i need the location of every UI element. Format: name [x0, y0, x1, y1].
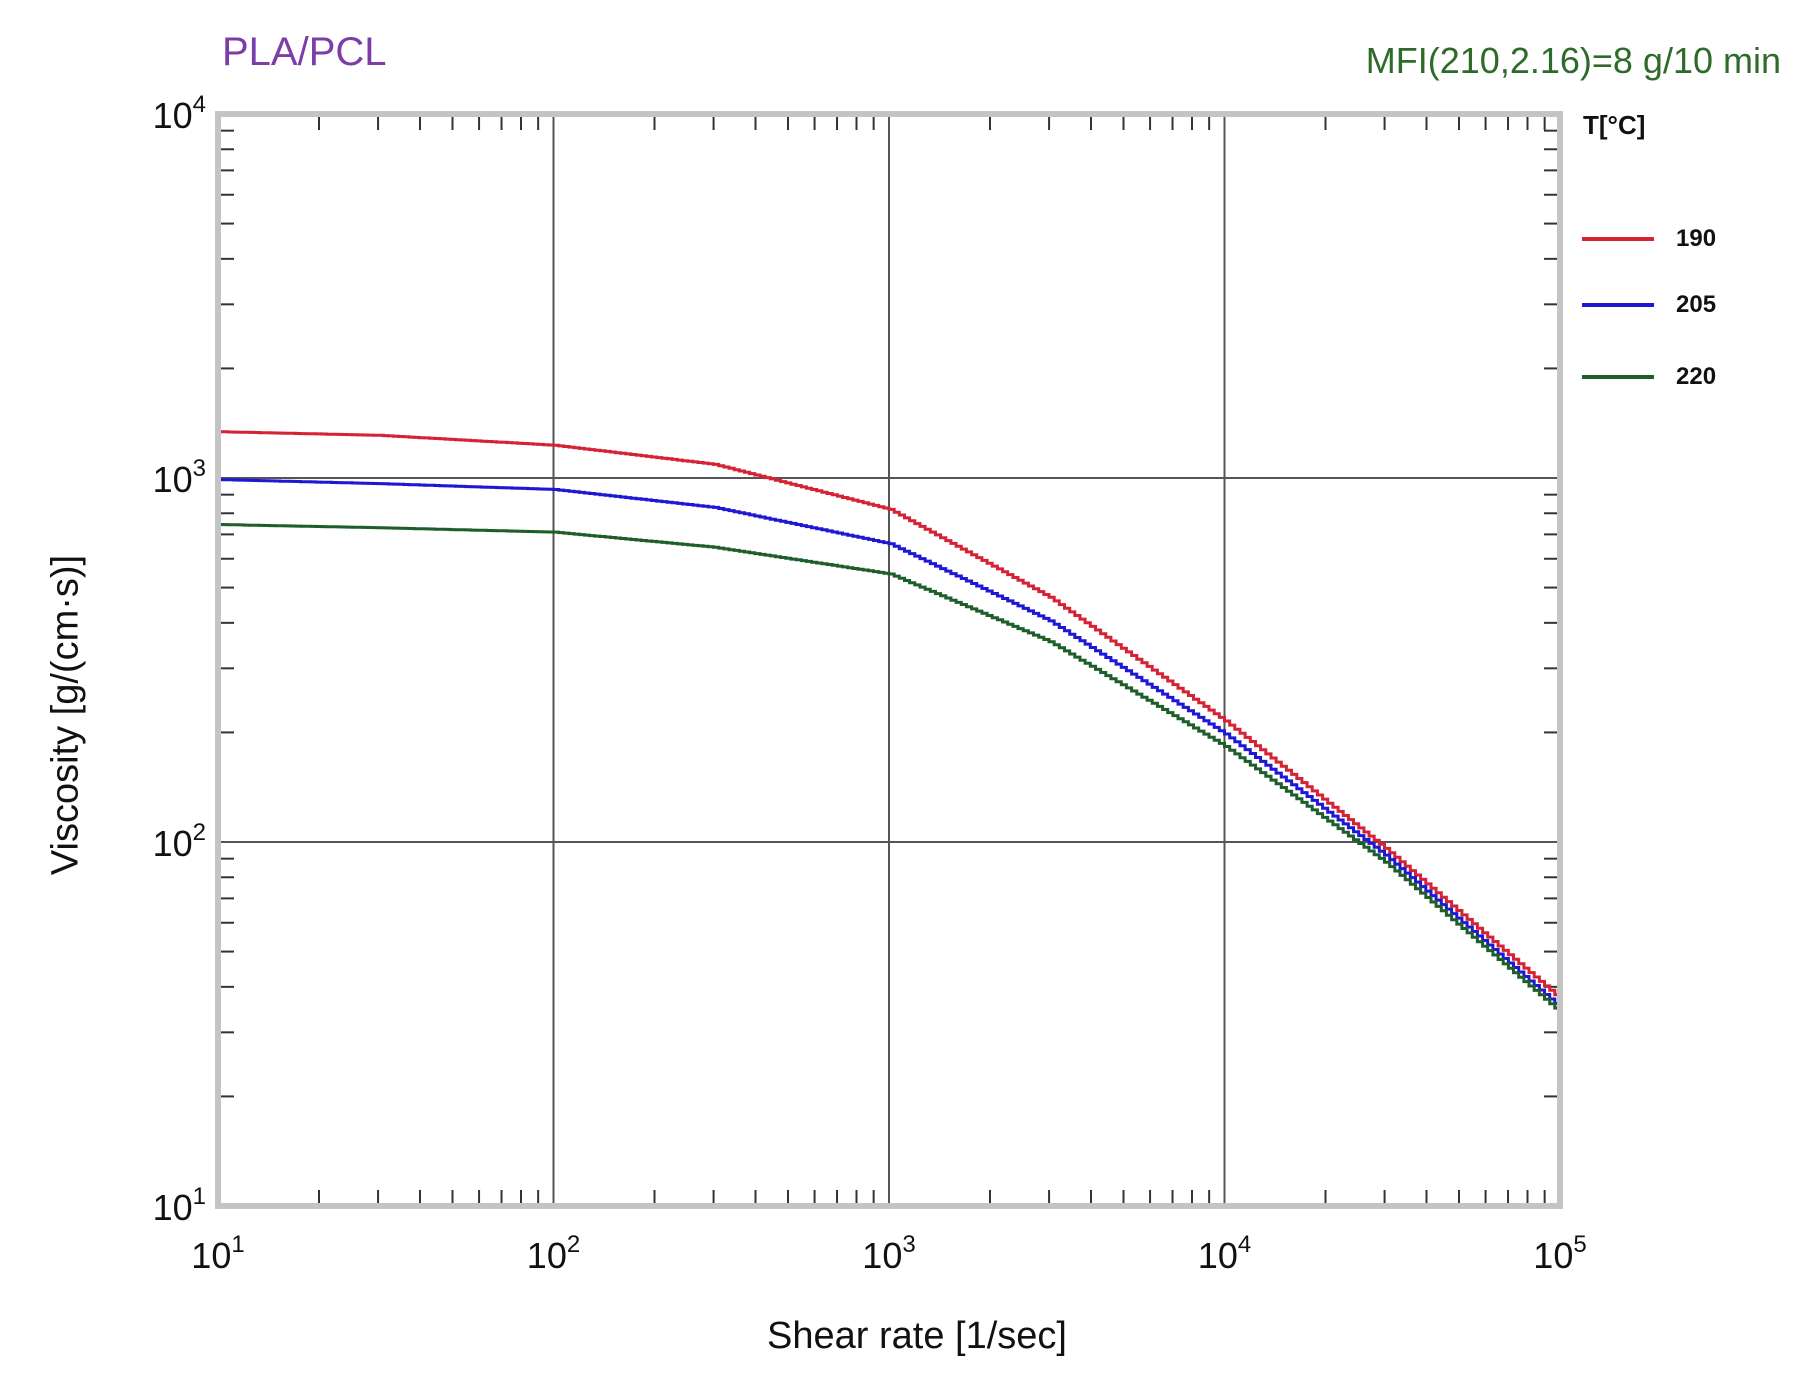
- y-tick-label: 101: [153, 1183, 206, 1228]
- grid-lines: [218, 114, 1560, 1206]
- y-axis-label: Viscosity [g/(cm·s)]: [44, 554, 87, 876]
- legend-item-205: 205: [1582, 290, 1716, 320]
- y-tick-labels: 101 102 103 104: [153, 91, 206, 1228]
- x-tick-label: 105: [1533, 1231, 1586, 1276]
- legend-swatch: [1582, 237, 1654, 241]
- chart-title-material: PLA/PCL: [222, 30, 387, 74]
- x-tick-label: 103: [862, 1231, 915, 1276]
- legend-label: 220: [1676, 363, 1717, 390]
- series-line-220: [218, 523, 1562, 1013]
- chart-title-mfi: MFI(210,2.16)=8 g/10 min: [1365, 40, 1781, 81]
- legend-swatch: [1582, 303, 1654, 307]
- x-tick-labels: 101 102 103 104 105: [191, 1231, 1586, 1276]
- y-tick-label: 104: [153, 91, 206, 136]
- legend-title: T[°C]: [1583, 110, 1646, 140]
- y-tick-label: 103: [153, 455, 206, 500]
- legend-label: 190: [1676, 225, 1717, 252]
- series-line-190: [218, 430, 1562, 1000]
- x-tick-label: 102: [527, 1231, 580, 1276]
- series-lines: [218, 430, 1562, 1013]
- x-tick-label: 104: [1198, 1231, 1251, 1276]
- legend-label: 205: [1676, 291, 1717, 318]
- y-tick-label: 102: [153, 819, 206, 864]
- legend-item-220: 220: [1582, 362, 1716, 392]
- x-tick-label: 101: [191, 1231, 244, 1276]
- x-axis-label: Shear rate [1/sec]: [767, 1315, 1067, 1357]
- plot-frame: [215, 111, 1563, 1209]
- legend-swatch: [1582, 375, 1654, 379]
- series-line-205: [218, 478, 1562, 1008]
- legend-item-190: 190: [1582, 224, 1716, 254]
